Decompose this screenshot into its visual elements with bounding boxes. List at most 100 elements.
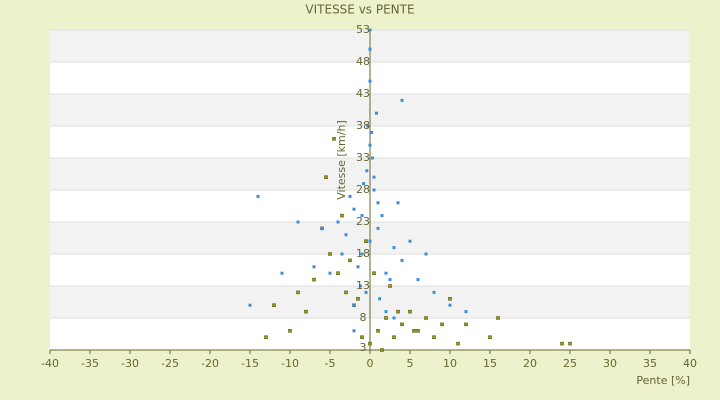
x-axis-label: Pente [%] — [636, 374, 690, 387]
scatter-point — [370, 130, 374, 134]
scatter-point — [464, 310, 468, 314]
scatter-point — [378, 297, 382, 301]
scatter-point — [264, 335, 268, 339]
scatter-point — [328, 252, 332, 256]
scatter-point — [372, 188, 376, 192]
scatter-point — [384, 316, 388, 320]
scatter-point — [368, 143, 372, 147]
y-tick-label: 43 — [356, 87, 370, 100]
scatter-point — [432, 335, 436, 339]
scatter-point — [416, 278, 420, 282]
scatter-point — [348, 194, 352, 198]
scatter-point — [368, 28, 372, 32]
scatter-point — [340, 213, 344, 218]
scatter-point — [370, 156, 374, 160]
scatter-point — [248, 303, 252, 307]
x-tick-label: -20 — [201, 357, 219, 370]
scatter-point — [312, 265, 316, 269]
scatter-point — [412, 329, 416, 333]
scatter-point — [448, 303, 452, 307]
scatter-point — [400, 322, 404, 327]
x-tick-label: 40 — [683, 357, 697, 370]
scatter-point — [368, 341, 372, 346]
x-tick-label: 10 — [443, 357, 457, 370]
scatter-point — [364, 290, 368, 294]
scatter-point — [568, 341, 572, 346]
scatter-point — [384, 310, 388, 314]
scatter-point — [296, 220, 300, 224]
scatter-point — [360, 252, 364, 256]
y-tick-label: 18 — [356, 247, 370, 260]
chart-title: VITESSE vs PENTE — [305, 3, 414, 17]
scatter-point — [380, 214, 384, 218]
scatter-point — [336, 271, 340, 275]
scatter-point — [368, 79, 372, 83]
scatter-point — [358, 284, 362, 288]
scatter-point — [296, 290, 300, 295]
x-tick-label: 0 — [367, 357, 374, 370]
y-tick-label: 48 — [356, 55, 370, 68]
x-tick-label: 35 — [643, 357, 657, 370]
scatter-point — [424, 316, 428, 320]
scatter-point — [374, 111, 378, 115]
y-tick-label: 23 — [356, 215, 370, 228]
y-tick-label: 33 — [356, 151, 370, 164]
scatter-point — [352, 207, 356, 211]
scatter-point — [392, 316, 396, 320]
scatter-point — [396, 201, 400, 205]
y-tick-label: 8 — [360, 311, 367, 324]
scatter-point — [336, 220, 340, 224]
x-tick-label: -5 — [325, 357, 336, 370]
scatter-point — [352, 329, 356, 333]
scatter-point — [388, 278, 392, 282]
y-tick-label: 28 — [356, 183, 370, 196]
scatter-point — [376, 201, 380, 205]
scatter-point — [384, 271, 388, 275]
scatter-point — [396, 309, 400, 314]
scatter-point — [324, 175, 328, 179]
scatter-point — [352, 303, 356, 307]
scatter-point — [362, 182, 366, 186]
scatter-point — [388, 284, 392, 288]
scatter-point — [400, 258, 404, 262]
x-tick-label: -15 — [241, 357, 259, 370]
scatter-point — [368, 239, 372, 243]
scatter-point — [408, 239, 412, 243]
scatter-point — [356, 297, 360, 301]
scatter-point — [320, 226, 324, 230]
x-tick-label: -30 — [121, 357, 139, 370]
y-axis-label: Vitesse [km/h] — [335, 120, 348, 200]
scatter-point — [272, 303, 276, 307]
scatter-point — [372, 175, 376, 179]
scatter-point — [392, 246, 396, 250]
scatter-point — [380, 348, 384, 352]
scatter-point — [392, 335, 396, 339]
scatter-point — [344, 233, 348, 237]
x-tick-label: -25 — [161, 357, 179, 370]
scatter-point — [288, 329, 292, 333]
scatter-point — [356, 265, 360, 269]
scatter-point — [344, 290, 348, 295]
scatter-point — [496, 316, 500, 320]
scatter-point — [360, 335, 364, 339]
scatter-point — [432, 290, 436, 294]
scatter-point — [488, 335, 492, 339]
scatter-point — [340, 252, 344, 256]
x-tick-label: 30 — [603, 357, 617, 370]
x-tick-label: 5 — [407, 357, 414, 370]
y-tick-label: 3 — [360, 341, 367, 354]
x-tick-label: 15 — [483, 357, 497, 370]
scatter-point — [424, 252, 428, 256]
y-tick-label: 13 — [356, 279, 370, 292]
scatter-point — [360, 214, 364, 218]
scatter-point — [560, 341, 564, 346]
scatter-point — [400, 98, 404, 102]
x-tick-label: 20 — [523, 357, 537, 370]
y-tick-label: 38 — [356, 119, 370, 132]
x-tick-label: -35 — [81, 357, 99, 370]
scatter-point — [365, 169, 369, 173]
scatter-point — [372, 271, 376, 275]
scatter-point — [416, 329, 420, 333]
scatter-point — [328, 271, 332, 275]
